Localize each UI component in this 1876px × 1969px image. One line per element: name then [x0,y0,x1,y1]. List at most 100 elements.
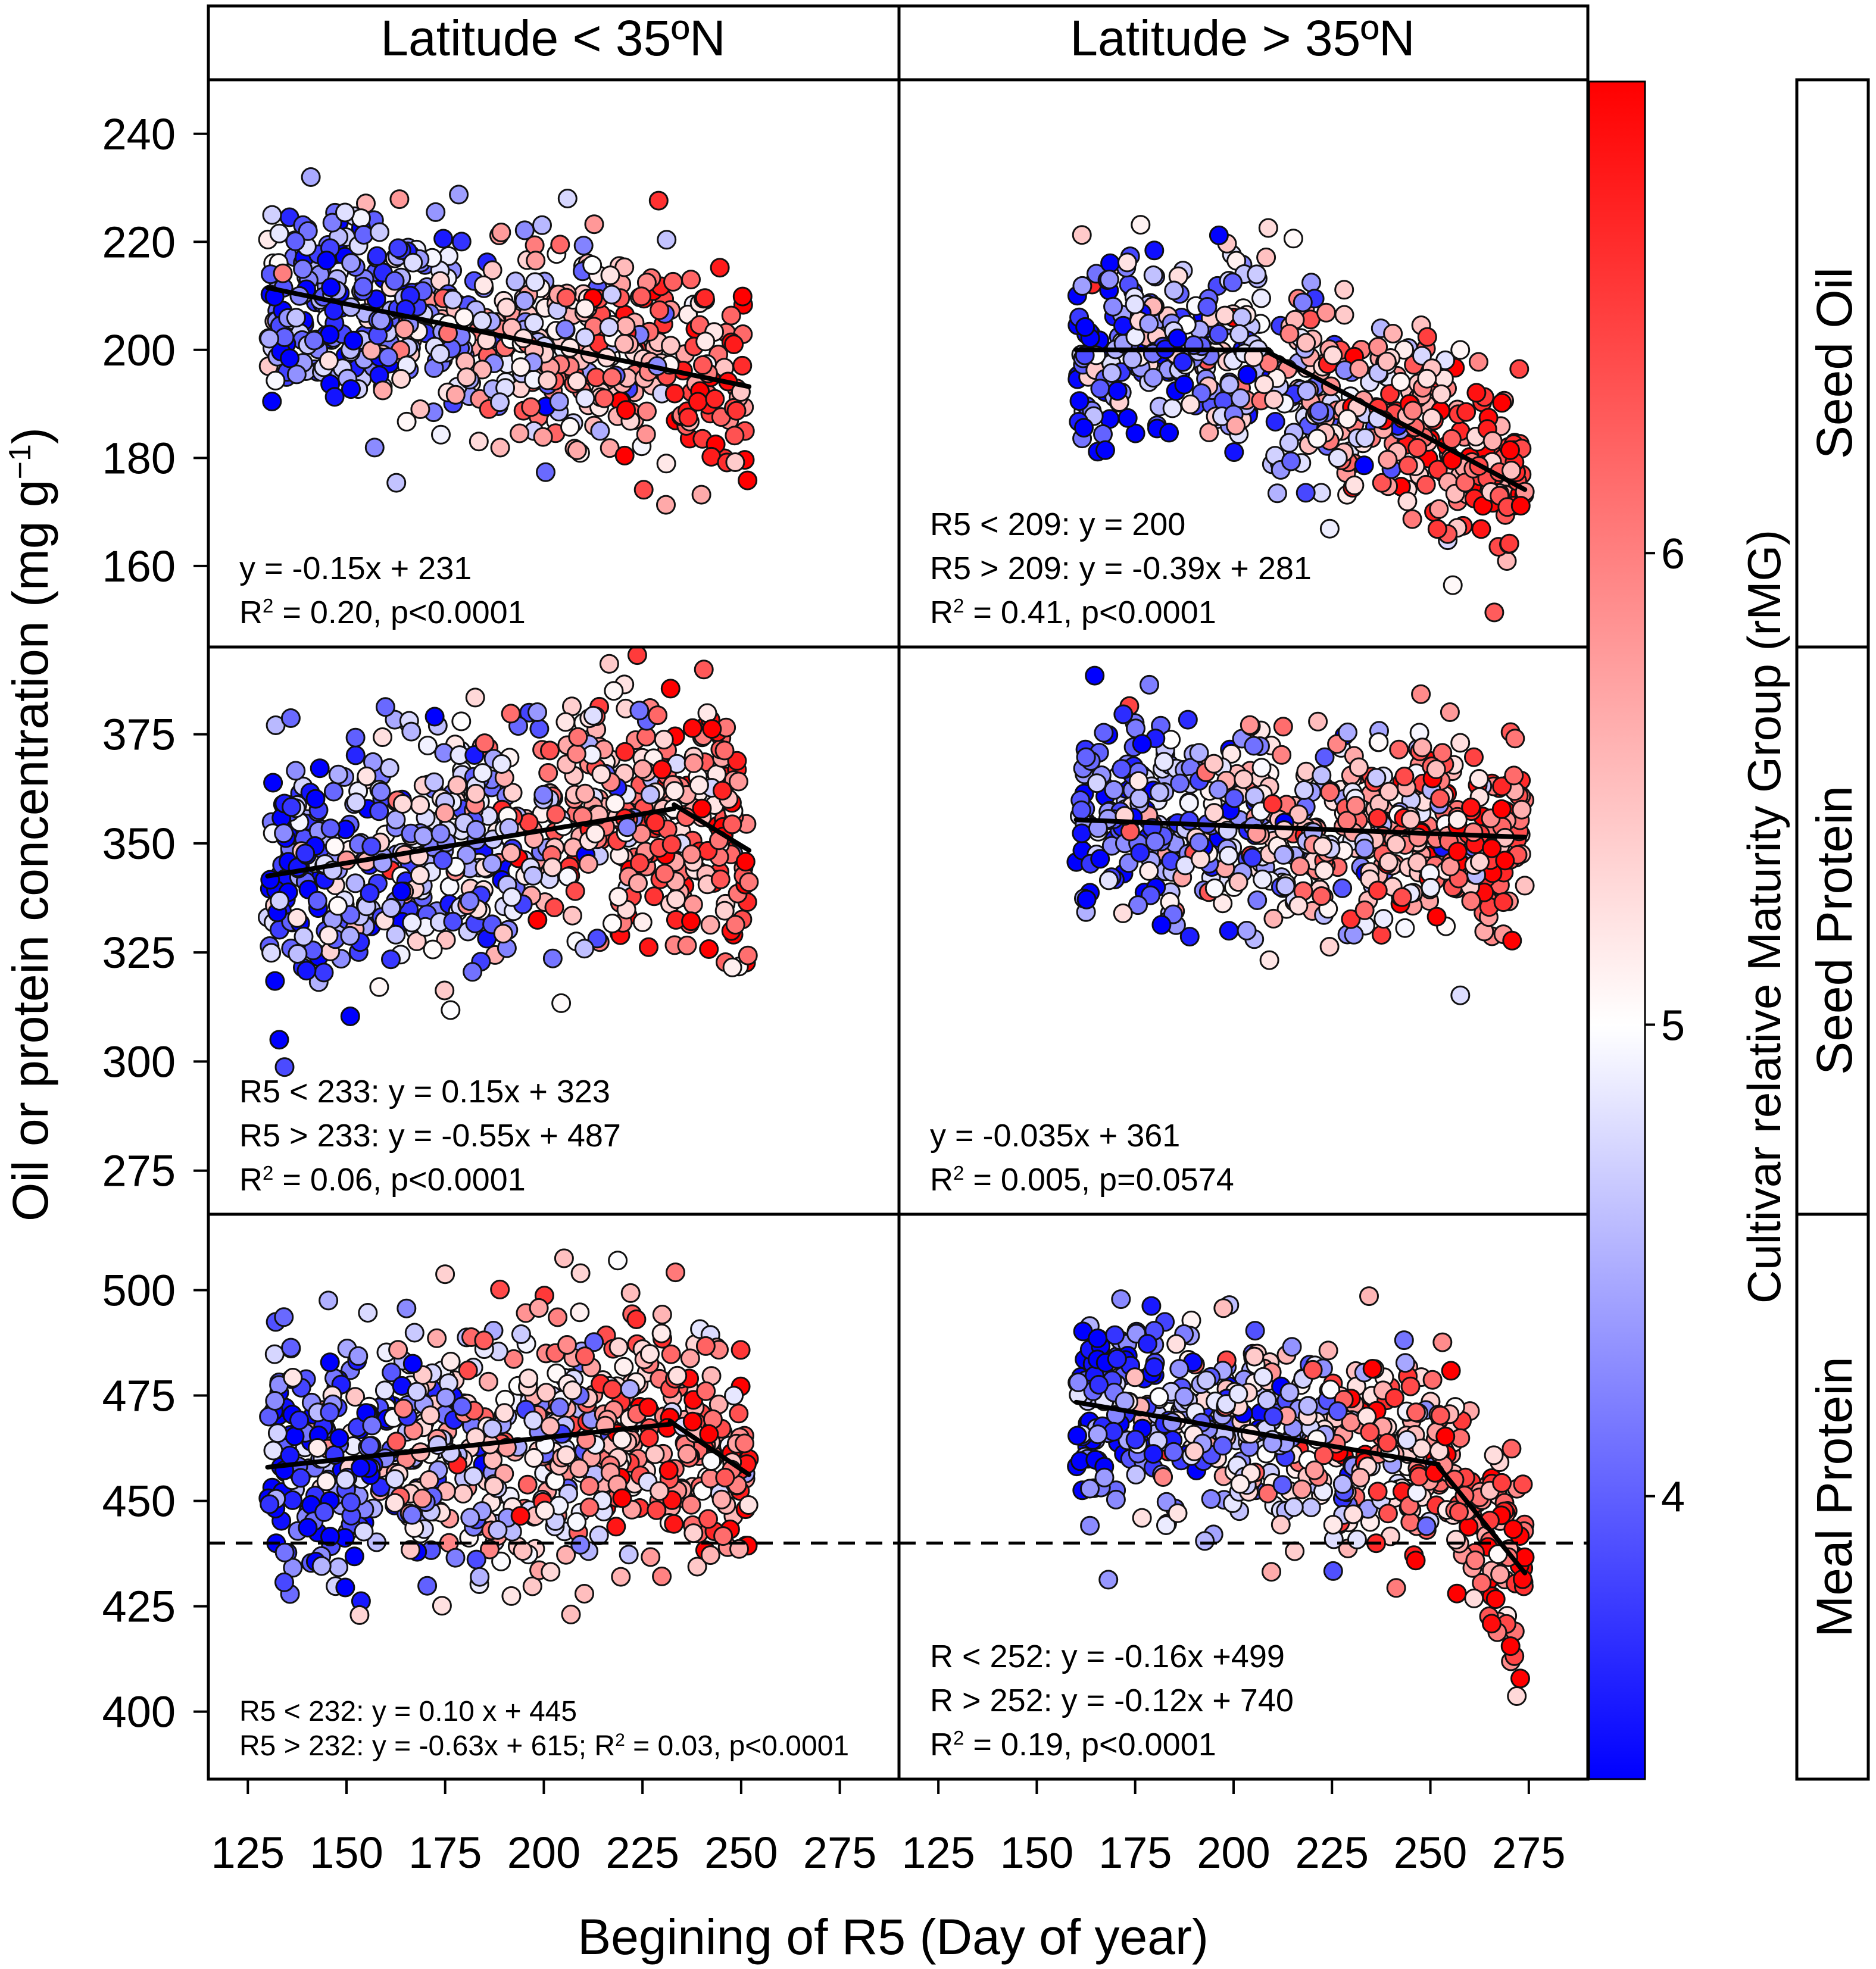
data-point [555,712,576,732]
data-point [666,1262,685,1283]
data-point [1429,499,1449,519]
data-point [458,1360,478,1380]
data-point [529,718,550,739]
data-point [688,392,708,412]
data-point [1179,811,1200,831]
data-point [1098,870,1119,890]
data-point [658,1460,679,1480]
data-point [460,891,480,911]
data-point [713,1526,733,1546]
x-tick-label: 150 [310,1828,383,1877]
data-point [1219,921,1239,941]
data-point [373,727,392,747]
data-point [1240,715,1260,735]
data-point [1318,1340,1338,1361]
data-point [513,1541,533,1561]
data-point [1273,717,1293,737]
data-point [344,1546,364,1567]
data-point [616,400,636,420]
data-point [637,401,657,421]
data-point [566,744,586,764]
data-point [430,823,451,843]
data-point [732,355,753,376]
data-point [323,782,344,802]
data-point [540,1416,560,1436]
data-point [1263,1407,1284,1427]
x-tick-label: 125 [211,1828,285,1877]
data-point [1503,1519,1524,1539]
data-point [501,704,521,724]
data-point [1219,846,1239,865]
data-point [443,289,463,310]
data-point [556,1545,576,1565]
data-point [1168,1503,1188,1523]
row-label-seed-protein: Seed Protein [1806,786,1862,1075]
equation-label: R5 < 232: y = 0.10 x + 445 [239,1696,577,1727]
data-point [1422,1370,1443,1390]
data-point [645,1444,665,1464]
data-point [430,344,450,364]
data-point [263,1440,283,1461]
data-point [1355,428,1375,448]
data-point [432,1596,452,1616]
data-point [514,220,535,240]
data-point [1143,265,1163,285]
data-point [1337,409,1357,429]
data-point [1285,1541,1305,1561]
data-point [542,948,563,968]
data-point [523,865,543,886]
data-point [677,935,697,955]
data-point [1379,782,1399,802]
data-point [280,708,301,728]
data-point [524,1448,544,1468]
data-point [1368,1482,1388,1502]
data-point [600,265,620,286]
data-point [443,911,463,932]
x-axis-title: Begining of R5 (Day of year) [578,1909,1209,1965]
data-point [274,1307,294,1327]
data-point [1347,1529,1367,1549]
data-point [1495,851,1515,871]
data-point [1209,324,1229,344]
data-point [280,348,299,368]
data-point [1456,402,1477,422]
data-point [401,1540,421,1560]
data-point [1394,767,1415,786]
data-point [667,1365,688,1386]
data-point [1314,860,1334,880]
data-point [1441,1361,1461,1381]
y-tick-label: 425 [102,1582,176,1632]
data-point [426,202,446,222]
data-point [1284,1497,1304,1517]
data-point [373,380,393,401]
data-point [1482,431,1503,451]
data-point [1290,857,1310,876]
data-point [1450,340,1471,360]
x-tick-label: 225 [605,1828,679,1877]
data-point [1395,918,1415,938]
data-point [725,915,745,935]
data-point [579,1476,600,1496]
data-point [656,495,676,515]
data-point [1234,769,1254,789]
data-point [549,392,569,412]
data-point [602,285,622,305]
equation-label: R > 252: y = -0.12x + 740 [930,1683,1294,1718]
data-point [1443,575,1463,595]
data-point [420,1405,441,1426]
data-point [1301,273,1321,293]
data-point [370,222,389,242]
y-axis-row-2: 400 425 450 475 500 [102,1265,208,1737]
data-point [1126,1464,1146,1484]
data-point [1416,1516,1437,1536]
data-point [454,307,475,327]
data-point [1406,1551,1426,1571]
data-point [453,1483,473,1504]
data-point [589,1525,609,1545]
data-point [681,911,701,932]
data-point [1406,1402,1426,1423]
data-point [647,1500,667,1520]
regression-line [1435,1464,1528,1576]
data-point [654,730,674,750]
data-point [327,896,348,916]
